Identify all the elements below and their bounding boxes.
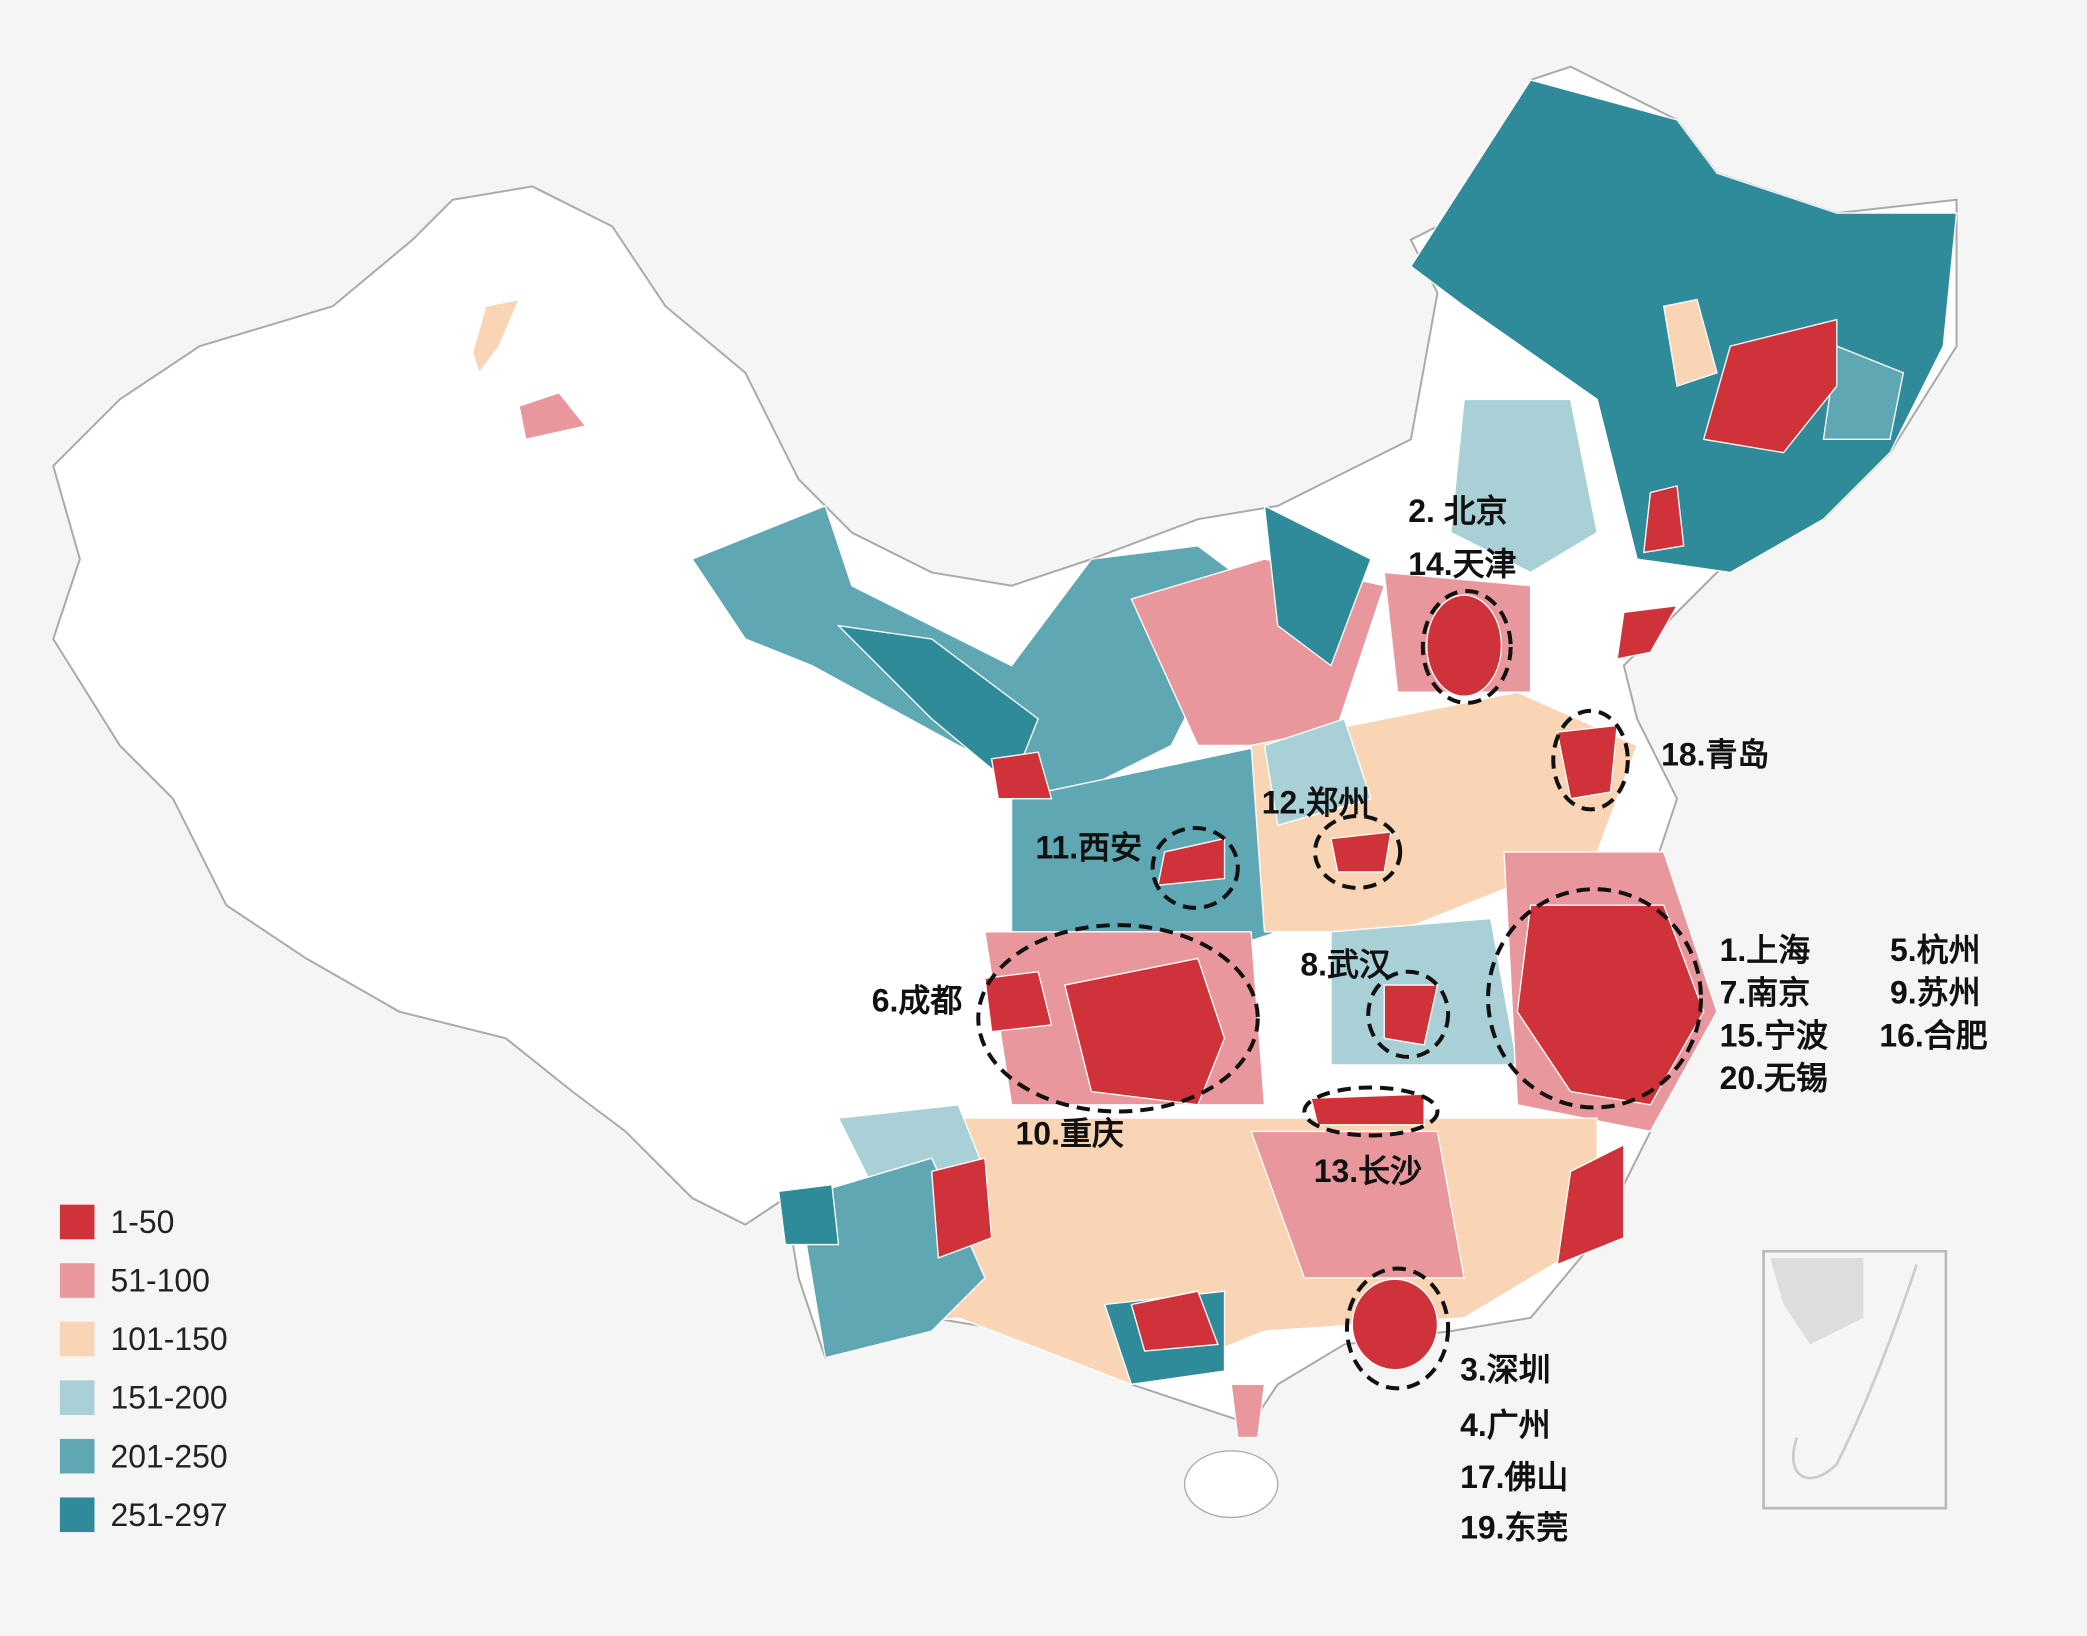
city-label: 10.重庆	[1016, 1116, 1124, 1152]
legend-label: 1-50	[110, 1204, 174, 1240]
ring	[1150, 825, 1240, 910]
region	[930, 1157, 993, 1259]
legend-swatch	[59, 1321, 95, 1357]
region	[1263, 504, 1372, 667]
ring	[976, 923, 1260, 1114]
city-label: 2. 北京	[1408, 493, 1507, 529]
region	[1310, 1093, 1425, 1126]
region	[1383, 984, 1439, 1046]
legend-label: 201-250	[110, 1438, 227, 1474]
legend-label: 51-100	[110, 1263, 209, 1299]
legend-label: 101-150	[110, 1321, 227, 1357]
city-label: 7.南京	[1720, 975, 1811, 1011]
legend-swatch	[59, 1263, 95, 1298]
city-label: 18.青岛	[1661, 736, 1769, 772]
city-label: 14.天津	[1408, 546, 1516, 582]
inset-land	[1770, 1257, 1864, 1345]
region	[777, 1183, 840, 1246]
region	[1616, 604, 1679, 660]
hainan	[1183, 1450, 1279, 1519]
region	[1130, 1290, 1219, 1352]
city-label: 5.杭州	[1890, 932, 1981, 968]
region	[1662, 298, 1718, 387]
ring	[1486, 887, 1704, 1110]
ring	[1313, 814, 1403, 890]
region	[1516, 904, 1705, 1106]
region	[1702, 318, 1838, 454]
city-label: 11.西安	[1036, 830, 1143, 866]
city-label: 20.无锡	[1720, 1060, 1828, 1096]
region	[1450, 398, 1598, 574]
region	[1426, 594, 1503, 697]
region	[518, 391, 587, 441]
region	[1157, 837, 1226, 886]
inset-box	[1762, 1249, 1948, 1510]
city-label: 15.宁波	[1720, 1017, 1828, 1053]
legend-swatch	[59, 1380, 95, 1415]
ring	[1420, 589, 1513, 705]
city-label: 6.成都	[872, 983, 963, 1019]
region	[984, 970, 1053, 1033]
legend-label: 251-297	[110, 1497, 227, 1533]
city-label: 1.上海	[1720, 932, 1811, 968]
region	[1351, 1278, 1439, 1371]
legend-label: 151-200	[110, 1380, 227, 1416]
city-label: 17.佛山	[1460, 1459, 1568, 1495]
inset-line	[1791, 1264, 1918, 1480]
ring	[1344, 1266, 1451, 1391]
region	[1230, 1383, 1266, 1439]
city-label: 12.郑州	[1262, 784, 1370, 820]
city-label: 4.广州	[1460, 1407, 1551, 1443]
ring	[1551, 708, 1630, 812]
region	[1263, 717, 1372, 827]
ring	[1366, 969, 1451, 1059]
region	[471, 298, 521, 375]
ring	[1302, 1085, 1440, 1138]
region	[836, 624, 1039, 787]
legend: 1-50 51-100 101-150 151-200 201-250 251-297	[59, 1204, 228, 1533]
region	[1556, 1143, 1625, 1266]
legend-swatch	[59, 1497, 95, 1533]
city-label: 19.东莞	[1460, 1510, 1568, 1546]
city-label: 16.合肥	[1879, 1017, 1987, 1053]
city-labels: 2. 北京 14.天津 18.青岛 12.郑州 11.西安 6.成都 8.武汉 …	[872, 493, 1988, 1546]
city-label: 8.武汉	[1300, 947, 1391, 983]
region	[990, 751, 1053, 800]
region	[1250, 1130, 1465, 1279]
region	[1330, 831, 1392, 873]
region	[1556, 724, 1618, 800]
region	[1643, 485, 1685, 554]
city-label: 9.苏州	[1890, 975, 1981, 1011]
legend-swatch	[59, 1438, 95, 1474]
city-label: 3.深圳	[1460, 1351, 1551, 1387]
region	[1063, 957, 1226, 1106]
legend-swatch	[59, 1204, 95, 1240]
city-label: 13.长沙	[1314, 1153, 1422, 1189]
dashed-rings	[976, 589, 1704, 1391]
region	[1822, 345, 1905, 440]
